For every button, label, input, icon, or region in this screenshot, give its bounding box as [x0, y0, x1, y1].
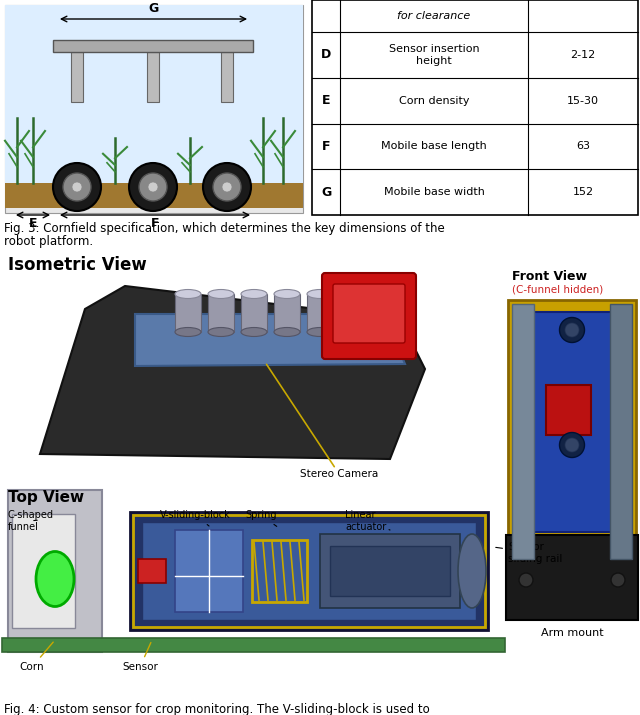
Bar	[142, 522, 476, 620]
Ellipse shape	[203, 163, 251, 211]
Ellipse shape	[565, 438, 579, 452]
Text: Arm mount: Arm mount	[541, 628, 604, 638]
Text: Mobile base width: Mobile base width	[383, 187, 484, 197]
Ellipse shape	[63, 173, 91, 201]
Ellipse shape	[175, 327, 201, 337]
Bar	[53, 40, 253, 52]
Text: Isometric View: Isometric View	[8, 256, 147, 274]
Text: Linear
actuator: Linear actuator	[345, 510, 390, 531]
FancyBboxPatch shape	[333, 284, 405, 343]
Text: Corn density: Corn density	[399, 96, 469, 106]
Ellipse shape	[222, 182, 232, 192]
Ellipse shape	[519, 573, 533, 587]
Text: Sensor: Sensor	[122, 643, 158, 672]
Ellipse shape	[241, 290, 267, 298]
Bar	[610, 304, 632, 559]
Ellipse shape	[36, 551, 74, 606]
Text: 15-30: 15-30	[567, 96, 599, 106]
Bar	[320, 534, 460, 608]
Text: Corn: Corn	[20, 642, 53, 672]
Text: 63: 63	[576, 142, 590, 152]
Text: 2-12: 2-12	[570, 50, 596, 60]
Polygon shape	[135, 314, 405, 366]
Text: E: E	[29, 217, 37, 230]
Bar	[133, 515, 485, 627]
Text: for clearance: for clearance	[397, 11, 470, 21]
Bar	[252, 540, 307, 602]
Text: G: G	[321, 186, 331, 199]
Bar	[2, 638, 505, 652]
Text: robot platform.: robot platform.	[4, 235, 93, 248]
Bar	[312, 0, 638, 215]
Ellipse shape	[213, 173, 241, 201]
Polygon shape	[8, 490, 102, 652]
Ellipse shape	[208, 290, 234, 298]
Text: C-shaped
funnel: C-shaped funnel	[8, 510, 54, 531]
Ellipse shape	[208, 327, 234, 337]
Bar	[208, 294, 234, 332]
FancyBboxPatch shape	[322, 273, 416, 359]
Ellipse shape	[274, 290, 300, 298]
Bar	[138, 559, 166, 583]
Text: 152: 152	[572, 187, 593, 197]
Text: Stereo Camera: Stereo Camera	[266, 365, 378, 479]
Ellipse shape	[129, 163, 177, 211]
Text: G: G	[148, 2, 159, 15]
Text: Fig. 4: Custom sensor for crop monitoring. The V-sliding-block is used to: Fig. 4: Custom sensor for crop monitorin…	[4, 703, 429, 715]
Text: Fig. 3: Cornfield specification, which determines the key dimensions of the: Fig. 3: Cornfield specification, which d…	[4, 222, 445, 235]
Text: E: E	[322, 94, 330, 107]
Polygon shape	[12, 514, 75, 628]
Bar	[5, 183, 303, 208]
Bar	[241, 294, 267, 332]
Ellipse shape	[458, 534, 486, 608]
Ellipse shape	[611, 573, 625, 587]
Bar	[512, 304, 534, 559]
Bar	[506, 535, 638, 620]
Ellipse shape	[53, 163, 101, 211]
Bar	[520, 312, 624, 532]
Text: F: F	[151, 217, 159, 230]
Text: V-sliding-block: V-sliding-block	[160, 510, 231, 526]
Text: D: D	[321, 49, 331, 61]
Bar	[274, 294, 300, 332]
Bar	[71, 52, 83, 102]
Ellipse shape	[72, 182, 82, 192]
Polygon shape	[40, 286, 425, 459]
Ellipse shape	[274, 327, 300, 337]
Ellipse shape	[175, 290, 201, 298]
Ellipse shape	[307, 327, 333, 337]
Bar	[5, 5, 303, 183]
Text: Sensor insertion
height: Sensor insertion height	[388, 44, 479, 66]
Text: (C-funnel hidden): (C-funnel hidden)	[512, 284, 604, 294]
Bar	[508, 300, 636, 600]
Ellipse shape	[139, 173, 167, 201]
Ellipse shape	[307, 290, 333, 298]
Text: Spring: Spring	[245, 510, 276, 526]
Ellipse shape	[559, 433, 584, 458]
Bar	[221, 52, 233, 102]
Bar	[175, 530, 243, 612]
Bar	[330, 546, 450, 596]
Text: Sensor
sliding rail: Sensor sliding rail	[496, 542, 563, 563]
Ellipse shape	[148, 182, 158, 192]
Text: Mobile base length: Mobile base length	[381, 142, 487, 152]
Ellipse shape	[241, 327, 267, 337]
Ellipse shape	[565, 323, 579, 337]
Text: F: F	[322, 140, 330, 153]
Bar	[175, 294, 201, 332]
Bar	[130, 512, 488, 630]
Ellipse shape	[559, 317, 584, 342]
Bar	[5, 5, 303, 213]
Text: Front View: Front View	[512, 270, 587, 283]
Bar	[307, 294, 333, 332]
Bar	[147, 52, 159, 102]
Bar	[546, 385, 591, 435]
Text: Top View: Top View	[8, 490, 84, 505]
